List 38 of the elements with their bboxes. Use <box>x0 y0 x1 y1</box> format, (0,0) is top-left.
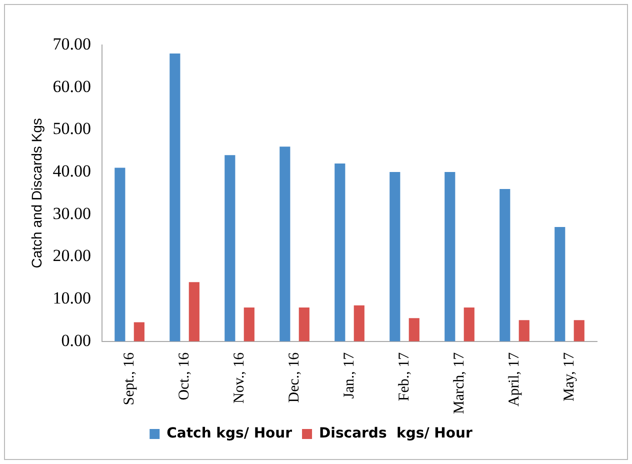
y-tick-label: 60.00 <box>52 76 92 96</box>
x-tick-label: March, 17 <box>451 352 468 414</box>
bar <box>188 282 200 342</box>
bar <box>554 227 566 342</box>
bar <box>444 172 456 342</box>
bar <box>518 320 530 342</box>
bar <box>334 164 346 342</box>
y-tick-label: 30.00 <box>52 204 92 223</box>
bar <box>390 172 400 342</box>
x-tick-label: April, 17 <box>506 352 522 407</box>
legend-label: Discards kgs/ Hour <box>319 426 472 442</box>
bar <box>134 322 144 342</box>
x-tick-label: Dec., 16 <box>286 352 302 403</box>
x-tick-label: Oct., 16 <box>176 352 192 400</box>
bar <box>170 53 180 342</box>
bar <box>500 188 510 342</box>
x-tick-label: Jan., 17 <box>341 352 358 399</box>
x-tick-label: Nov., 16 <box>231 352 248 404</box>
y-tick-label: 70.00 <box>52 34 92 54</box>
y-tick-label: 50.00 <box>52 119 92 138</box>
bar <box>224 155 236 342</box>
y-tick-label: 0.00 <box>61 330 92 350</box>
bar <box>244 307 254 342</box>
y-tick-label: 40.00 <box>52 161 92 180</box>
legend-label: Catch kgs/ Hour <box>166 426 292 442</box>
y-tick-label: 20.00 <box>52 246 92 266</box>
x-tick-label: May, 17 <box>561 352 578 402</box>
bar <box>408 318 420 342</box>
bar <box>280 146 290 342</box>
bar <box>464 307 474 342</box>
x-tick-label: Feb., 17 <box>396 352 412 402</box>
bar <box>574 320 584 342</box>
bar <box>298 307 310 342</box>
y-axis-title: Catch and Discards Kgs <box>28 118 44 268</box>
bar <box>114 168 126 342</box>
bar <box>354 305 364 342</box>
y-tick-label: 10.00 <box>52 288 92 308</box>
x-tick-label: Sept., 16 <box>121 352 138 406</box>
